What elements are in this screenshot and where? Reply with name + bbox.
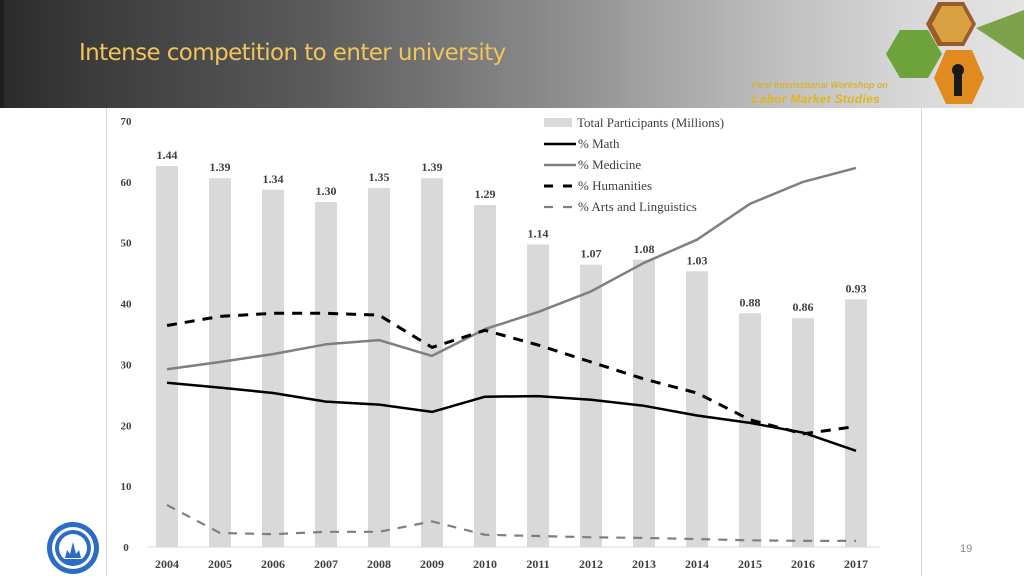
series-line-humanities (166, 311, 857, 436)
workshop-title: Labor Market Studies (752, 92, 881, 106)
series-line-arts-and-linguistics (166, 504, 856, 543)
x-tick-2009: 2009 (420, 557, 444, 571)
legend-label-bars: Total Participants (Millions) (577, 115, 724, 130)
bar-2007 (315, 201, 337, 547)
x-tick-2015: 2015 (738, 557, 762, 571)
series-lines (166, 166, 857, 543)
y-tick-70: 70 (121, 116, 133, 128)
legend: Total Participants (Millions) % Math % Med… (544, 115, 724, 214)
bar-label-2005: 1.39 (210, 160, 231, 174)
bar-2012 (580, 264, 602, 547)
page-number: 19 (960, 543, 973, 555)
legend-label-1: % Medicine (578, 157, 641, 172)
y-tick-60: 60 (121, 177, 133, 189)
x-tick-2013: 2013 (632, 557, 656, 571)
x-tick-2011: 2011 (526, 557, 549, 571)
bar-label-2011: 1.14 (528, 227, 549, 241)
university-logo-icon (47, 522, 99, 574)
slide-header: Intense competition to enter university … (0, 0, 1024, 108)
bar-label-2008: 1.35 (369, 170, 390, 184)
bar-2004 (156, 166, 178, 547)
bars-layer (156, 166, 867, 548)
bar-label-2010: 1.29 (475, 187, 496, 201)
x-tick-2012: 2012 (579, 557, 603, 571)
bar-2006 (262, 189, 284, 548)
x-tick-labels: 2004 2005 2006 2007 2008 2009 2010 2011 2012 2013… (155, 557, 868, 571)
y-tick-40: 40 (121, 299, 133, 311)
bar-label-2016: 0.86 (793, 300, 814, 314)
x-tick-2014: 2014 (685, 557, 709, 571)
legend-swatch-bars (544, 118, 572, 127)
bar-2009 (421, 178, 443, 547)
chart-border (106, 108, 107, 576)
y-tick-50: 50 (121, 238, 133, 250)
y-tick-0: 0 (123, 542, 129, 554)
x-tick-2007: 2007 (314, 557, 338, 571)
bar-label-2009: 1.39 (422, 160, 443, 174)
workshop-subtitle: First International Workshop on (752, 80, 888, 90)
x-tick-2004: 2004 (155, 557, 179, 571)
legend-label-0: % Math (578, 136, 620, 151)
x-tick-2005: 2005 (208, 557, 232, 571)
y-tick-10: 10 (121, 481, 133, 493)
bar-2008 (368, 187, 390, 547)
series-line-medicine (166, 166, 857, 371)
legend-label-3: % Arts and Linguistics (578, 199, 697, 214)
bar-2015 (739, 313, 761, 547)
bar-label-2013: 1.08 (634, 242, 655, 256)
workshop-photo-collage-icon (886, 2, 1024, 104)
x-tick-2010: 2010 (473, 557, 497, 571)
y-tick-labels: 0 10 20 30 40 50 60 70 (121, 116, 133, 554)
bar-label-2014: 1.03 (687, 253, 708, 267)
y-tick-20: 20 (121, 420, 133, 432)
bar-2017 (845, 299, 867, 547)
bar-2010 (474, 204, 496, 548)
bar-2013 (633, 259, 655, 547)
x-tick-2016: 2016 (791, 557, 815, 571)
bar-label-2006: 1.34 (263, 172, 284, 186)
header-edge (0, 0, 4, 108)
bar-2014 (686, 271, 708, 547)
chart-frame (106, 108, 922, 576)
bar-label-2015: 0.88 (740, 295, 761, 309)
bar-labels-layer: 1.44 1.39 1.34 1.30 1.35 1.39 1.29 1.14 1.07 1.08… (157, 148, 867, 314)
y-tick-30: 30 (121, 359, 133, 371)
x-tick-2006: 2006 (261, 557, 285, 571)
bar-label-2007: 1.30 (316, 184, 337, 198)
bar-label-2012: 1.07 (581, 247, 602, 261)
bar-label-2004: 1.44 (157, 148, 178, 162)
series-line-math (166, 381, 857, 452)
slide-title: Intense competition to enter university (79, 40, 506, 66)
x-tick-2008: 2008 (367, 557, 391, 571)
x-tick-2017: 2017 (844, 557, 868, 571)
legend-label-2: % Humanities (578, 178, 652, 193)
bar-label-2017: 0.93 (846, 281, 867, 295)
